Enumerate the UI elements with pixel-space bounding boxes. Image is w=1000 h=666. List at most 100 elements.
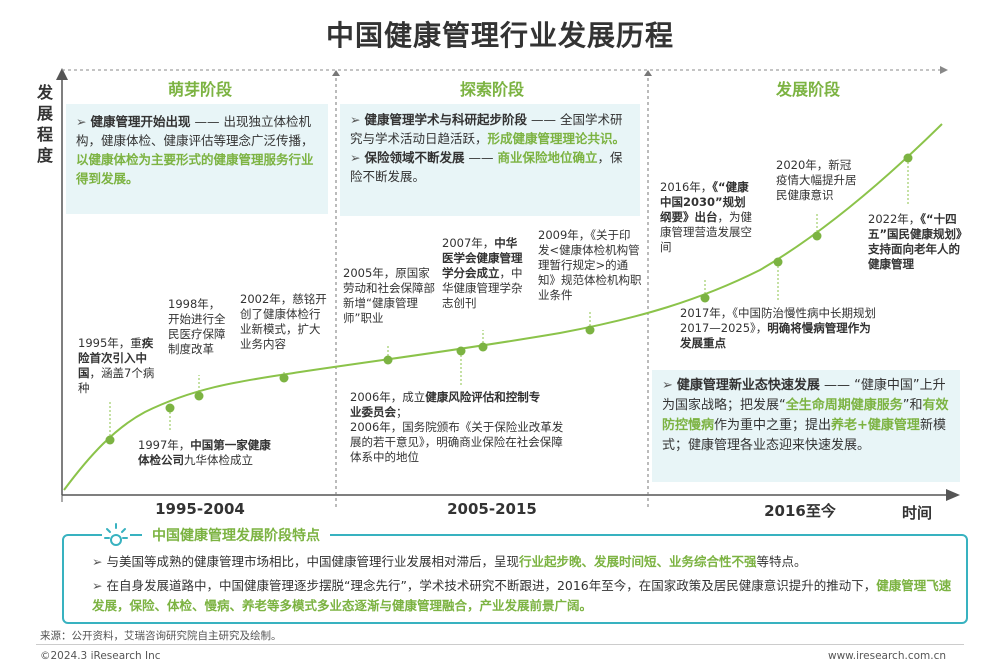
text-segment: 2022年， (868, 212, 921, 226)
event-dots (105, 153, 913, 445)
arrow-icon: ➢ (350, 112, 361, 127)
text-segment: 新模式；健康管理各业态迎来快速发展。 (662, 418, 946, 453)
text-segment: 以健康体检为主要形式的健康管理服务行业得到发展。 (76, 152, 314, 186)
dot-2009 (585, 325, 595, 335)
footer-divider (36, 644, 964, 645)
event-1995: 1995年，重疾险首次引入中国，涵盖7个病种 (78, 336, 160, 396)
text-segment: 中国第一家健康体检公司 (138, 438, 271, 467)
event-2016: 2016年，《“健康中国2030”规划纲要》出台，为健康管理营造发展空间 (660, 180, 754, 255)
event-2006b: 2006年，国务院颁布《关于保险业改革发展的若干意见》，明确商业保险在社会保障体… (350, 420, 574, 465)
text-segment: 疾险首次引入中国 (78, 336, 154, 380)
phase-explore: 探索阶段 (459, 80, 524, 99)
event-2002: 2002年，慈铭开创了健康体检行业新模式，扩大业务内容 (240, 292, 328, 352)
text-segment: 1995年，重 (78, 336, 142, 350)
event-2022: 2022年，《“十四五”国民健康规划》支持面向老年人的健康管理 (868, 212, 962, 272)
event-1997: 1997年，中国第一家健康体检公司九华体检成立 (138, 438, 276, 468)
x-axis-label: 时间 (902, 504, 933, 522)
dot-2006 (456, 346, 466, 356)
text-segment: 1997年， (138, 438, 191, 452)
box-explore: ➢ 健康管理学术与科研起步阶段 —— 全国学术研究与学术活动日趋活跃，形成健康管理… (340, 104, 640, 216)
dot-2020 (812, 231, 822, 241)
features-line-2: ➢ 在自身发展道路中，中国健康管理逐步摆脱“理念先行”，学术技术研究不断跟进，20… (92, 576, 960, 616)
text-segment: ，中华健康管理学杂志创刊 (442, 266, 523, 310)
text-segment: 2006年，国务院颁布《关于保险业改革发展的若干意见》，明确商业保险在社会保障体… (350, 420, 564, 464)
text-segment: ，保险不断发展。 (350, 150, 623, 184)
x-axis-arrow-icon (946, 489, 960, 501)
y-axis-label: 发展程度 (36, 83, 53, 165)
text-segment: —— (464, 150, 498, 165)
text-segment: —— “健康中国”上升为国家战略；把发展“ (662, 378, 946, 413)
text-segment: 2006年，成立 (350, 390, 426, 404)
y-axis-arrow-icon (56, 68, 68, 80)
phase-develop: 发展阶段 (775, 80, 840, 99)
period-2016-now: 2016至今 (764, 502, 836, 520)
text-segment: 健康管理学术与科研起步阶段 (364, 112, 527, 127)
event-1998: 1998年，开始进行全民医疗保障制度改革 (168, 297, 230, 357)
dot-1998 (194, 391, 204, 401)
text-segment: ； (396, 405, 408, 419)
period-2005-2015: 2005-2015 (447, 500, 537, 518)
website: www.iresearch.com.cn (828, 650, 947, 662)
arrow-icon: ➢ (350, 150, 361, 165)
text-segment: 健康风险评估和控制专业委员会 (350, 390, 541, 419)
box-sprout: ➢ 健康管理开始出现 —— 出现独立体检机构，健康体检、健康评估等理念广泛传播， 以… (66, 104, 328, 214)
source-note: 来源：公开资料，艾瑞咨询研究院自主研究及绘制。 (40, 630, 282, 642)
text-segment: ，为健康管理营造发展空间 (660, 210, 752, 254)
text-segment: 全生命周期健康服务 (785, 398, 903, 413)
text-segment: 保险领域不断发展 (364, 150, 465, 165)
text-segment: 商业保险地位确立 (497, 150, 598, 165)
box-sprout-text: 健康管理开始出现 —— 出现独立体检机构，健康体检、健康评估等理念广泛传播， 以健… (76, 114, 314, 186)
text-segment: —— 出现独立体检机构，健康体检、健康评估等理念广泛传播， (76, 114, 314, 148)
event-2009: 2009年，《关于印发<健康体检机构管理暂行规定>的通知》规范体检机构职业条件 (538, 228, 642, 303)
text-segment: 健康管理新业态快速发展 (676, 378, 820, 393)
text-segment: 养老+健康管理 (831, 418, 920, 433)
growth-curve (63, 123, 943, 491)
dot-2005 (383, 355, 393, 365)
period-1995-2004: 1995-2004 (155, 500, 245, 518)
text-segment: 形成健康管理理论共识。 (487, 131, 626, 146)
text-segment: 九华体检成立 (184, 453, 253, 467)
box-develop: ➢ 健康管理新业态快速发展 —— “健康中国”上升为国家战略；把发展“全生命周期健… (652, 370, 960, 482)
text-segment: 《“健康中国2030”规划纲要》出台 (660, 180, 749, 224)
text-segment: 与美国等成熟的健康管理市场相比，中国健康管理行业发展相对滞后，呈现 (106, 554, 519, 569)
dot-2007 (478, 342, 488, 352)
text-segment: 2007年， (442, 236, 495, 250)
features-line-1: ➢ 与美国等成熟的健康管理市场相比，中国健康管理行业发展相对滞后，呈现行业起步晚、… (92, 552, 960, 572)
box-explore-text-1: 健康管理学术与科研起步阶段 —— 全国学术研究与学术活动日趋活跃，形成健康管理理… (350, 112, 625, 146)
box-explore-text-2: 保险领域不断发展 —— 商业保险地位确立，保险不断发展。 (350, 150, 622, 184)
text-segment: 作为重中之重；提出 (714, 418, 832, 433)
event-2017: 2017年，《中国防治慢性病中长期规划2017—2025》，明确将慢病管理作为发… (680, 306, 876, 351)
dot-1995 (105, 435, 115, 445)
text-segment: 健康管理开始出现 (90, 114, 191, 129)
text-segment: 等特点。 (756, 554, 807, 569)
dot-2022 (903, 153, 913, 163)
text-segment: 中华医学会健康管理学分会成立 (442, 236, 523, 280)
text-segment: ”和 (902, 398, 923, 413)
text-segment: —— 全国学术研究与学术活动日趋活跃， (350, 112, 623, 146)
text-segment: 行业起步晚、发展时间短、业务综合性不强 (519, 554, 757, 569)
arrow-icon: ➢ (92, 578, 103, 593)
text-segment: 2020年，新冠疫情大幅提升居民健康意识 (776, 158, 857, 202)
arrow-icon: ➢ (662, 378, 673, 393)
phase-sprout: 萌芽阶段 (167, 80, 232, 99)
text-segment: 2016年， (660, 180, 713, 194)
event-2006: 2006年，成立健康风险评估和控制专业委员会； (350, 390, 550, 420)
event-2005: 2005年，原国家劳动和社会保障部新增“健康管理师”职业 (343, 266, 435, 326)
top-arrow-icon (940, 66, 948, 74)
text-segment: 2009年，《关于印发<健康体检机构管理暂行规定>的通知》规范体检机构职业条件 (538, 228, 642, 302)
features-panel (62, 534, 968, 624)
event-2007: 2007年，中华医学会健康管理学分会成立，中华健康管理学杂志创刊 (442, 236, 526, 311)
text-segment: 2002年，慈铭开创了健康体检行业新模式，扩大业务内容 (240, 292, 327, 351)
text-segment: 明确将慢病管理作为发展重点 (680, 321, 871, 350)
dot-2016 (700, 293, 710, 303)
arrow-icon: ➢ (76, 114, 87, 129)
event-2020: 2020年，新冠疫情大幅提升居民健康意识 (776, 158, 860, 203)
arrow-icon: ➢ (92, 554, 103, 569)
text-segment: ，涵盖7个病种 (78, 366, 155, 395)
text-segment: 健康管理飞速发展，保险、体检、慢病、养老等多模式多业态逐渐与健康管理融合，产业发… (92, 578, 952, 613)
dot-2002 (279, 373, 289, 383)
text-segment: 2005年，原国家劳动和社会保障部新增“健康管理师”职业 (343, 266, 435, 325)
text-segment: 2017年，《中国防治慢性病中长期规划2017—2025》， (680, 306, 877, 335)
box-develop-text: 健康管理新业态快速发展 —— “健康中国”上升为国家战略；把发展“全生命周期健康… (662, 378, 949, 453)
